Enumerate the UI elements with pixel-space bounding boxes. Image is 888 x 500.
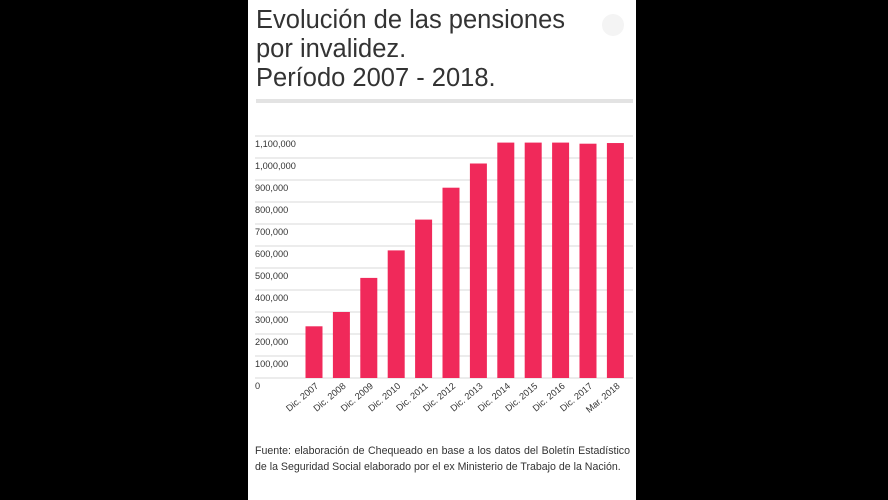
y-tick-label: 300,000 bbox=[255, 315, 288, 325]
bar bbox=[524, 142, 542, 378]
bar-chart: 0 100,000 200,000 300,000 400,000 500,000 600,… bbox=[255, 135, 633, 415]
y-tick-label: 0 bbox=[255, 381, 260, 391]
title-line-3: Período 2007 - 2018. bbox=[256, 64, 496, 92]
bar bbox=[497, 142, 515, 378]
y-tick-label: 900,000 bbox=[255, 183, 288, 193]
y-tick-label: 800,000 bbox=[255, 205, 288, 215]
corner-decoration bbox=[602, 14, 624, 36]
infographic-panel: Evolución de las pensiones por invalidez… bbox=[248, 0, 636, 500]
bar bbox=[360, 277, 378, 378]
title-divider bbox=[256, 99, 633, 103]
bar bbox=[469, 163, 487, 378]
bar bbox=[305, 326, 323, 378]
y-tick-label: 700,000 bbox=[255, 227, 288, 237]
y-tick-label: 100,000 bbox=[255, 359, 288, 369]
y-tick-label: 200,000 bbox=[255, 337, 288, 347]
chart-title: Evolución de las pensiones por invalidez… bbox=[256, 6, 565, 93]
y-tick-label: 1,000,000 bbox=[255, 161, 296, 171]
y-tick-label: 500,000 bbox=[255, 271, 288, 281]
bar bbox=[387, 250, 405, 378]
y-tick-label: 1,100,000 bbox=[255, 139, 296, 149]
bar bbox=[415, 219, 433, 378]
bar bbox=[332, 312, 350, 378]
bar bbox=[442, 187, 460, 378]
bar bbox=[552, 142, 570, 378]
title-line-2: por invalidez. bbox=[256, 35, 407, 63]
bar bbox=[606, 143, 624, 378]
source-note: Fuente: elaboración de Chequeado en base… bbox=[255, 445, 630, 473]
y-tick-label: 400,000 bbox=[255, 293, 288, 303]
bar bbox=[579, 143, 597, 378]
title-line-1: Evolución de las pensiones bbox=[256, 6, 566, 34]
y-tick-label: 600,000 bbox=[255, 249, 288, 259]
